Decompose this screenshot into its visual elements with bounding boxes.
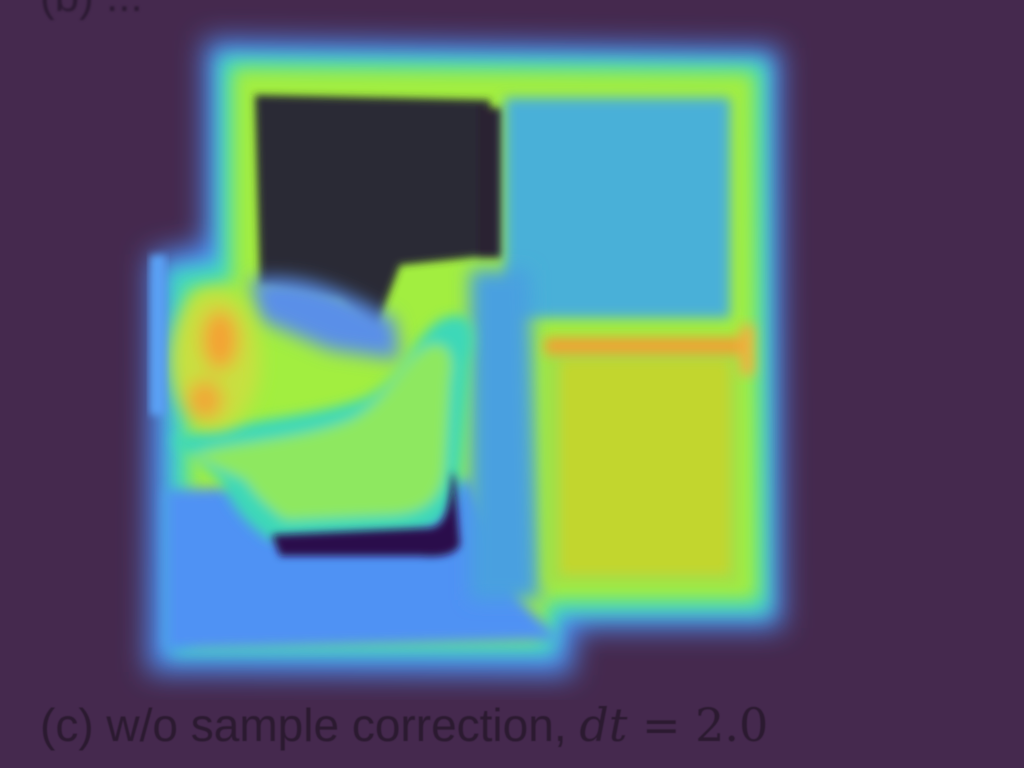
region-left-warm: [170, 290, 260, 430]
region-lower-right-yellow: [545, 340, 740, 585]
caption-math-op: =: [627, 698, 696, 752]
region-left-strip: [150, 255, 166, 415]
figure-caption: (c) w/o sample correction, dt = 2.0: [40, 698, 768, 752]
caption-math-value: 2.0: [695, 698, 769, 752]
value-heatmap: [148, 40, 782, 675]
region-orange-stripe: [545, 325, 754, 375]
caption-text: (c) w/o sample correction,: [40, 699, 580, 751]
region-green-snake: [170, 315, 474, 540]
region-purple-slot: [272, 470, 460, 557]
caption-math-var: dt: [579, 698, 628, 752]
region-upper-right-sky: [505, 98, 730, 318]
previous-caption-fragment: (b) ...: [40, 0, 143, 22]
region-middle-corridor: [250, 270, 540, 600]
region-dark-room: [255, 95, 502, 330]
